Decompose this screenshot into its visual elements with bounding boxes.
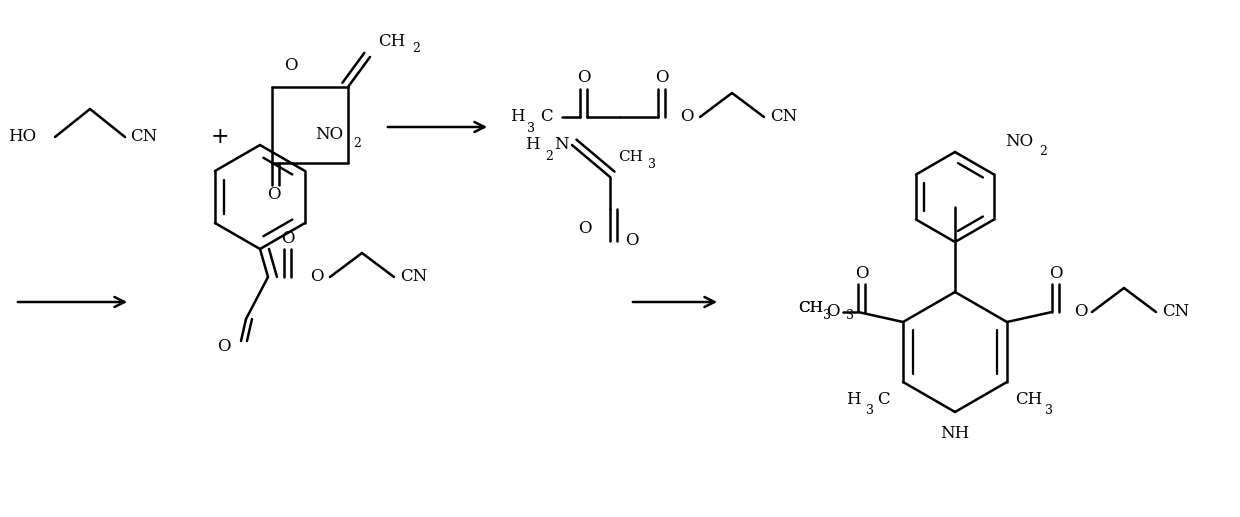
Text: CH: CH [799, 301, 823, 315]
Text: NH: NH [940, 425, 970, 443]
Text: O: O [281, 231, 295, 248]
Text: O: O [827, 303, 839, 321]
Text: NO: NO [315, 127, 343, 144]
Text: CH: CH [799, 301, 823, 315]
Text: 2: 2 [1039, 145, 1047, 159]
Text: 3: 3 [527, 121, 534, 134]
Text: 3: 3 [866, 403, 874, 417]
Text: CN: CN [1162, 303, 1189, 321]
Text: O: O [284, 56, 298, 73]
Text: CH: CH [1016, 391, 1042, 408]
Text: CH: CH [618, 150, 642, 164]
Text: 3: 3 [649, 159, 656, 172]
Text: O: O [578, 68, 590, 85]
Text: O: O [625, 233, 639, 250]
Text: 2: 2 [353, 138, 361, 150]
Text: CH: CH [378, 34, 405, 51]
Text: +: + [211, 126, 229, 148]
Text: O: O [655, 68, 668, 85]
Text: CN: CN [130, 129, 157, 145]
Text: O: O [310, 268, 324, 285]
Text: NO: NO [1004, 133, 1033, 150]
Text: O: O [217, 339, 231, 356]
Text: C: C [877, 391, 889, 408]
Text: C: C [539, 109, 553, 126]
Text: 2: 2 [546, 150, 553, 163]
Text: O: O [856, 266, 869, 282]
Text: CN: CN [770, 109, 797, 126]
Text: O: O [680, 109, 693, 126]
Text: O: O [1074, 303, 1087, 321]
Text: H: H [526, 136, 539, 154]
Text: 3: 3 [1045, 403, 1053, 417]
Text: H: H [847, 391, 861, 408]
Text: O: O [268, 187, 280, 204]
Text: H: H [510, 109, 525, 126]
Text: N: N [554, 136, 569, 154]
Text: CN: CN [401, 268, 428, 285]
Text: O: O [1049, 266, 1063, 282]
Text: 3: 3 [823, 310, 831, 323]
Text: O: O [578, 220, 591, 237]
Text: HO: HO [7, 129, 36, 145]
Text: 3: 3 [846, 310, 854, 323]
Text: 2: 2 [412, 42, 420, 55]
